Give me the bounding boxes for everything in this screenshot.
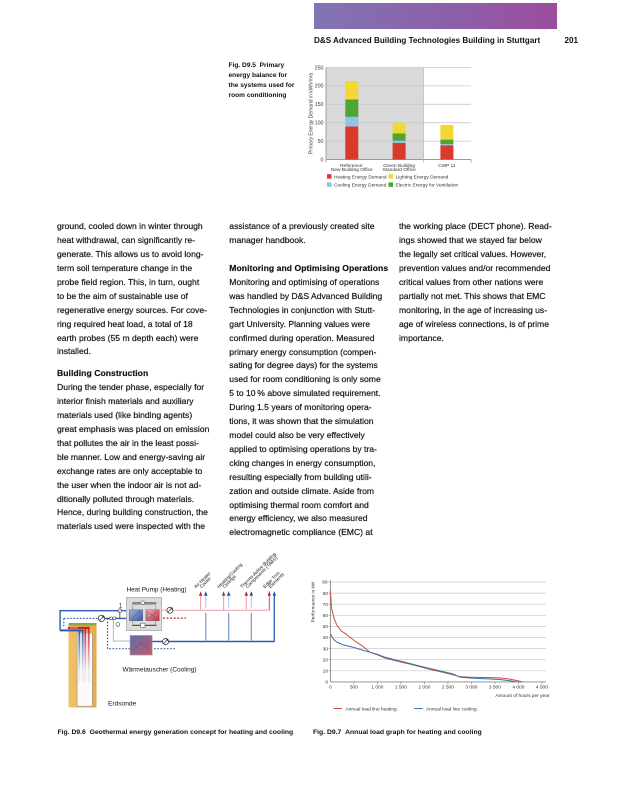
svg-text:1 000: 1 000: [371, 685, 383, 691]
svg-text:CWP 11: CWP 11: [438, 163, 456, 169]
svg-text:2 500: 2 500: [442, 685, 454, 691]
svg-text:Standard Office: Standard Office: [382, 167, 416, 173]
svg-text:70: 70: [323, 602, 329, 608]
svg-text:4 000: 4 000: [512, 685, 524, 691]
svg-text:60: 60: [323, 613, 329, 619]
svg-text:Annual load line cooling: Annual load line cooling: [426, 706, 477, 712]
svg-text:Annual load line heating: Annual load line heating: [346, 706, 398, 712]
svg-text:4 500: 4 500: [536, 685, 548, 691]
svg-text:150: 150: [315, 102, 324, 108]
svg-text:Cooling Energy Demand: Cooling Energy Demand: [334, 183, 387, 189]
svg-text:1 500: 1 500: [395, 685, 407, 691]
svg-text:200: 200: [315, 84, 324, 90]
svg-text:90: 90: [322, 580, 328, 586]
svg-text:Erdsonde: Erdsonde: [108, 701, 137, 708]
svg-text:1: 1: [119, 604, 123, 610]
svg-text:0: 0: [325, 680, 328, 686]
svg-text:50: 50: [323, 624, 329, 630]
svg-text:50: 50: [318, 139, 324, 145]
svg-text:New Building Office: New Building Office: [331, 167, 373, 173]
svg-text:30: 30: [323, 646, 329, 652]
svg-text:Heat Pump (Heating): Heat Pump (Heating): [127, 587, 187, 594]
svg-text:Performance in kW: Performance in kW: [311, 581, 317, 622]
svg-text:Reference:: Reference:: [340, 163, 363, 169]
svg-text:0: 0: [329, 685, 332, 691]
svg-text:Electric Energy for Ventilatio: Electric Energy for Ventilation: [396, 183, 459, 189]
svg-text:0: 0: [321, 157, 324, 163]
svg-text:3 000: 3 000: [465, 685, 477, 691]
svg-text:3 500: 3 500: [489, 685, 501, 691]
svg-text:Heating Energy Demand: Heating Energy Demand: [334, 174, 387, 180]
svg-text:250: 250: [315, 65, 324, 71]
svg-text:2 000: 2 000: [418, 685, 430, 691]
svg-text:Green Building: Green Building: [383, 163, 415, 169]
svg-text:Primary Energy Demand in kWh/m: Primary Energy Demand in kWh/m²a: [309, 73, 315, 155]
svg-text:80: 80: [323, 591, 329, 597]
svg-text:10: 10: [323, 669, 329, 675]
svg-text:Amount of hours per year: Amount of hours per year: [495, 693, 550, 699]
svg-text:20: 20: [323, 657, 329, 663]
svg-text:500: 500: [350, 685, 358, 691]
svg-text:40: 40: [323, 635, 329, 641]
svg-text:Wärmetauscher (Cooling): Wärmetauscher (Cooling): [123, 667, 197, 674]
svg-text:Lighting Energy Demand: Lighting Energy Demand: [396, 174, 449, 180]
svg-text:100: 100: [315, 121, 324, 127]
